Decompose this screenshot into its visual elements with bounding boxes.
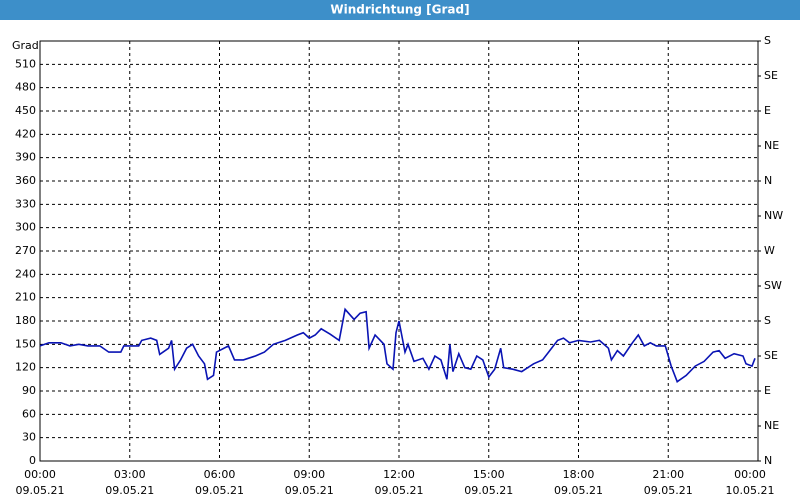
- x-tick-label: 21:00: [652, 468, 684, 481]
- x-tick-label: 06:00: [204, 468, 236, 481]
- y-tick-label: 60: [22, 407, 36, 420]
- y-tick-label: 150: [15, 337, 36, 350]
- x-tick-date: 09.05.21: [285, 484, 334, 497]
- y-tick-label: 330: [15, 197, 36, 210]
- y-tick-label: 180: [15, 314, 36, 327]
- x-tick-label: 15:00: [473, 468, 505, 481]
- x-tick-date: 09.05.21: [375, 484, 424, 497]
- y-tick-label: 300: [15, 221, 36, 234]
- x-tick-date: 09.05.21: [464, 484, 513, 497]
- title-bar: [0, 0, 800, 20]
- y2-tick-label: NE: [764, 139, 779, 152]
- data-line: [39, 307, 756, 383]
- y2-tick-label: SE: [764, 69, 778, 82]
- y-tick-label: 210: [15, 291, 36, 304]
- x-tick-label: 00:00: [24, 468, 56, 481]
- x-tick-label: 18:00: [563, 468, 595, 481]
- y2-tick-label: E: [764, 104, 771, 117]
- y-tick-label: 0: [29, 454, 36, 467]
- y-tick-label: 30: [22, 431, 36, 444]
- y2-tick-label: SE: [764, 349, 778, 362]
- y-tick-label: 90: [22, 384, 36, 397]
- x-tick-date: 10.05.21: [726, 484, 775, 497]
- y-tick-label: 360: [15, 174, 36, 187]
- x-tick-date: 09.05.21: [16, 484, 65, 497]
- y-tick-label: 450: [15, 104, 36, 117]
- y-tick-label: 420: [15, 127, 36, 140]
- y-tick-label: 510: [15, 57, 36, 70]
- x-tick-label: 09:00: [293, 468, 325, 481]
- y2-tick-label: SW: [764, 279, 782, 292]
- y-tick-label: 390: [15, 151, 36, 164]
- y-tick-label: 120: [15, 361, 36, 374]
- plot-border: [39, 40, 759, 462]
- chart-title: Windrichtung [Grad]: [330, 3, 469, 17]
- y2-tick-label: NW: [764, 209, 783, 222]
- y2-tick-label: N: [764, 454, 772, 467]
- x-tick-date: 09.05.21: [644, 484, 693, 497]
- x-tick-date: 09.05.21: [105, 484, 154, 497]
- y2-tick-label: E: [764, 384, 771, 397]
- y2-tick-label: N: [764, 174, 772, 187]
- x-tick-label: 12:00: [383, 468, 415, 481]
- y-tick-label: 480: [15, 81, 36, 94]
- x-tick-label: 03:00: [114, 468, 146, 481]
- x-tick-date: 09.05.21: [195, 484, 244, 497]
- y-tick-label: 240: [15, 267, 36, 280]
- x-tick-label: 00:00: [734, 468, 766, 481]
- y2-tick-label: W: [764, 244, 775, 257]
- y2-tick-label: NE: [764, 419, 779, 432]
- y-axis-label: Grad: [12, 39, 39, 52]
- x-tick-date: 09.05.21: [554, 484, 603, 497]
- y2-tick-label: S: [764, 34, 771, 47]
- y2-tick-label: S: [764, 314, 771, 327]
- y-tick-label: 270: [15, 244, 36, 257]
